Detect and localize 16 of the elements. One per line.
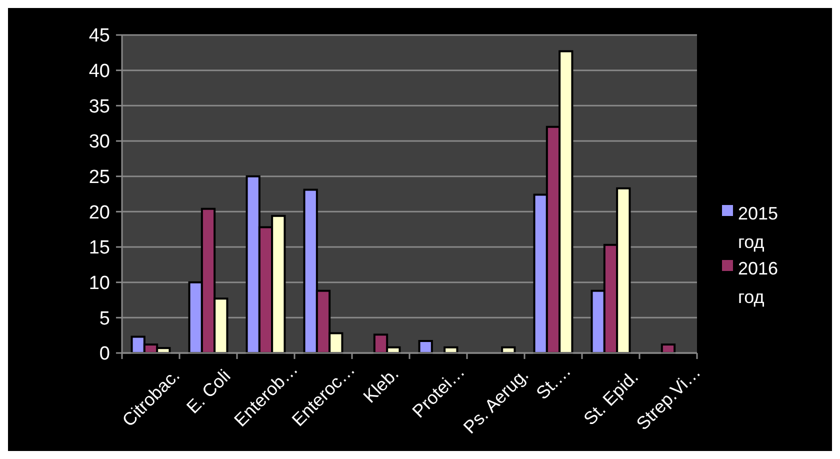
y-tick-label: 5	[99, 308, 110, 330]
bar	[418, 340, 433, 354]
y-tick-label: 40	[88, 60, 110, 82]
y-tick-label: 35	[88, 96, 110, 118]
y-tick-label: 15	[88, 238, 110, 259]
legend-label: 2016 год	[738, 258, 778, 308]
y-tick-label: 25	[88, 166, 110, 188]
y-tick-label: 45	[88, 26, 110, 47]
y-tick-label: 10	[88, 272, 110, 294]
y-tick-label: 30	[88, 132, 110, 153]
x-tick-label: E. Coli	[182, 366, 234, 418]
y-tick-label: 20	[88, 202, 110, 224]
x-tick-label: Kleb.	[359, 364, 403, 407]
y-tick-label: 0	[99, 344, 110, 365]
x-tick-label: St.…	[532, 360, 575, 404]
legend-label: 2015 год	[738, 203, 778, 252]
